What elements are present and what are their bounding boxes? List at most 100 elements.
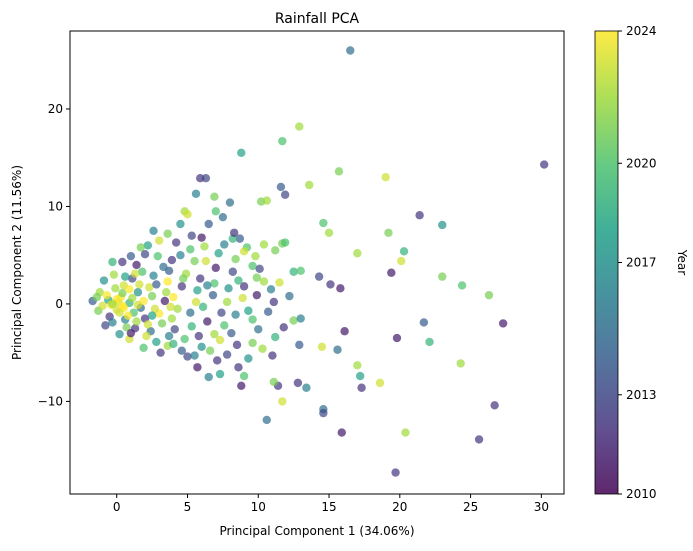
data-point: [183, 352, 192, 361]
x-axis-label: Principal Component 1 (34.06%): [220, 524, 415, 538]
y-tick-label: −10: [38, 394, 63, 408]
data-point: [159, 262, 168, 272]
data-point: [208, 290, 218, 300]
data-point: [167, 255, 177, 265]
data-point: [108, 257, 117, 267]
data-point: [252, 273, 262, 282]
data-point: [295, 122, 304, 131]
data-point: [222, 350, 232, 359]
data-point: [203, 317, 212, 326]
x-tick-label: 15: [321, 500, 336, 514]
data-point: [387, 268, 396, 277]
data-point: [171, 238, 181, 247]
chart-title: Rainfall PCA: [275, 11, 360, 27]
data-point: [232, 340, 242, 350]
data-point: [319, 408, 328, 418]
data-point: [269, 297, 279, 307]
data-point: [293, 378, 303, 388]
data-point: [101, 321, 110, 330]
data-point: [187, 231, 196, 240]
data-point: [145, 283, 154, 292]
data-point: [204, 372, 213, 382]
data-point: [324, 228, 334, 237]
data-point: [98, 301, 107, 311]
data-point: [133, 300, 143, 310]
data-point: [276, 182, 286, 192]
data-point: [456, 359, 465, 368]
data-point: [484, 290, 494, 300]
plot-frame: [69, 30, 565, 495]
points-layer: [88, 46, 549, 477]
data-point: [252, 290, 262, 300]
data-point: [187, 322, 196, 331]
data-point: [203, 281, 212, 290]
data-point: [152, 280, 161, 289]
data-point: [255, 264, 264, 274]
data-point: [154, 236, 164, 245]
data-point: [381, 173, 390, 182]
data-point: [271, 332, 280, 342]
data-point: [214, 249, 223, 258]
data-point: [173, 304, 182, 313]
data-point: [197, 342, 206, 352]
data-point: [170, 325, 179, 334]
data-point: [244, 306, 253, 315]
data-point: [126, 251, 136, 261]
data-point: [99, 276, 109, 285]
data-point: [259, 277, 269, 286]
data-point: [183, 210, 192, 219]
data-point: [156, 348, 165, 357]
data-point: [334, 167, 344, 176]
data-point: [152, 337, 161, 347]
data-point: [166, 302, 175, 312]
data-point: [153, 251, 162, 261]
data-point: [186, 308, 195, 317]
data-point: [314, 272, 324, 281]
y-tick-label: 0: [55, 297, 63, 311]
x-tick-label: 0: [113, 500, 121, 514]
data-point: [248, 315, 257, 324]
data-point: [92, 292, 102, 302]
y-tick-label: 10: [48, 199, 63, 213]
data-point: [218, 212, 228, 222]
data-point: [340, 327, 349, 336]
data-point: [285, 291, 294, 301]
data-point: [280, 238, 290, 247]
data-point: [204, 219, 213, 229]
data-point: [419, 318, 429, 327]
data-point: [275, 278, 284, 287]
data-point: [397, 256, 406, 266]
data-point: [211, 207, 220, 216]
data-point: [295, 340, 304, 350]
data-point: [122, 323, 131, 332]
data-point: [231, 310, 240, 319]
data-point: [186, 245, 195, 254]
data-point: [150, 304, 160, 313]
data-point: [177, 346, 187, 355]
data-point: [539, 160, 549, 169]
data-point: [438, 220, 447, 230]
data-point: [220, 240, 229, 249]
data-point: [108, 318, 117, 327]
data-point: [415, 211, 424, 220]
data-point: [142, 331, 151, 341]
data-point: [228, 267, 237, 276]
data-point: [326, 280, 335, 289]
data-point: [235, 234, 245, 243]
colorbar-tick-label: 2020: [626, 156, 657, 170]
data-point: [248, 338, 257, 348]
data-point: [239, 282, 249, 291]
data-point: [163, 229, 172, 238]
data-point: [490, 401, 499, 410]
data-point: [262, 196, 271, 205]
data-point: [258, 344, 267, 353]
data-point: [177, 282, 187, 291]
data-point: [271, 246, 280, 255]
data-point: [248, 261, 257, 271]
colorbar-label: Year: [675, 249, 689, 275]
data-point: [227, 328, 236, 338]
data-point: [391, 468, 400, 477]
data-point: [425, 337, 434, 347]
data-point: [251, 251, 260, 261]
